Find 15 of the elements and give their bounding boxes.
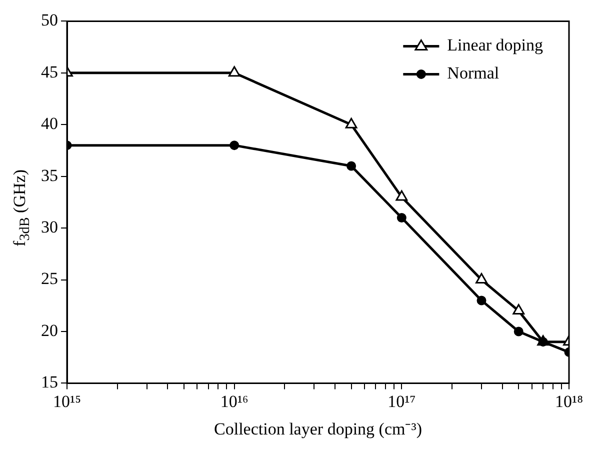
legend-label: Linear doping [447, 36, 544, 55]
x-tick-label: 10¹⁶ [220, 392, 248, 411]
y-tick-label: 35 [41, 166, 58, 185]
x-tick-label: 10¹⁵ [52, 392, 82, 411]
legend-label: Normal [447, 64, 500, 83]
y-tick-label: 30 [41, 218, 58, 237]
y-tick-label: 15 [41, 372, 58, 392]
y-tick-label: 20 [41, 320, 58, 340]
x-tick-label: 10¹⁸ [554, 392, 584, 411]
y-tick-label: 45 [41, 62, 58, 82]
y-tick-label: 40 [41, 114, 58, 134]
x-axis-title: Collection layer doping (cm⁻³) [214, 419, 422, 438]
x-tick-label: 10¹⁷ [388, 392, 416, 411]
y-tick-label: 50 [41, 10, 58, 30]
y-tick-label: 25 [41, 269, 58, 288]
